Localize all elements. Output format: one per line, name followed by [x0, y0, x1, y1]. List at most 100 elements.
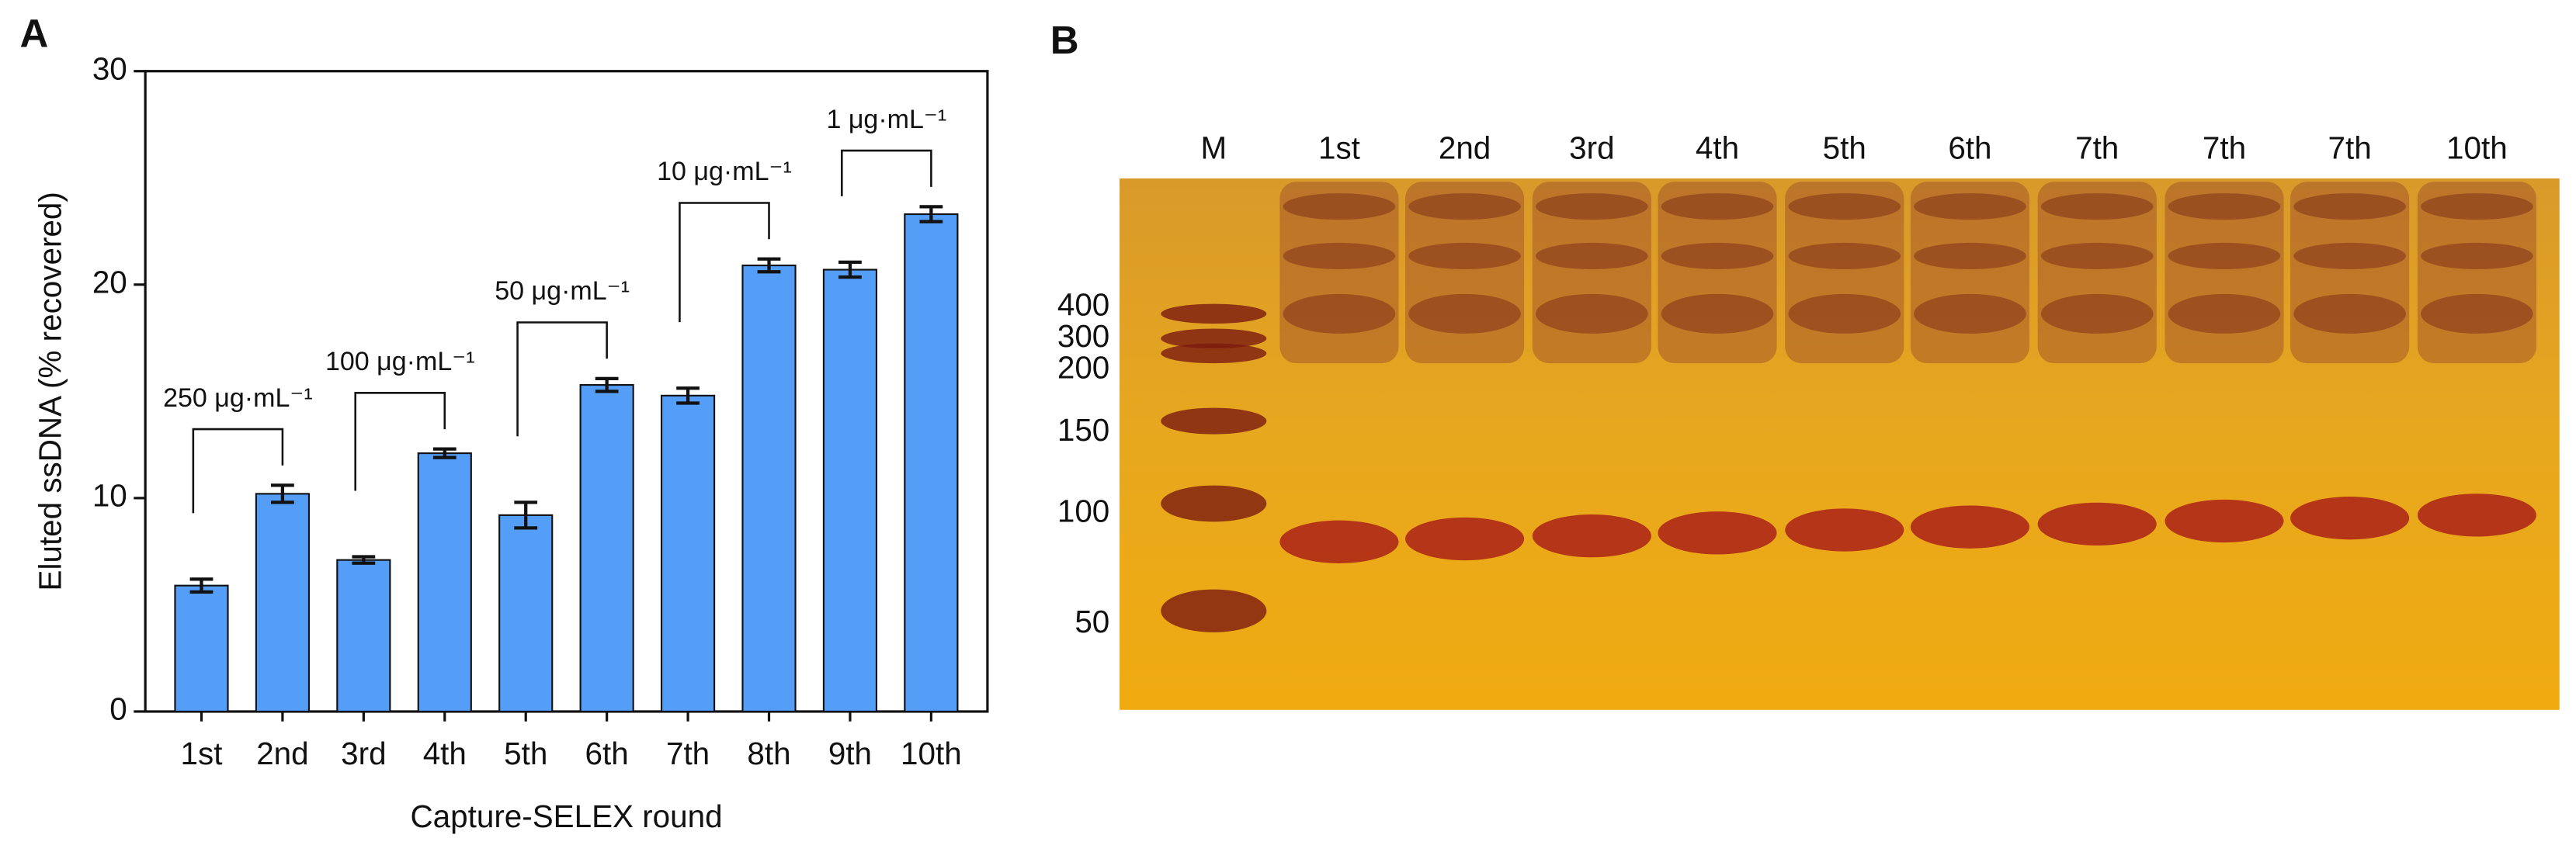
marker-label: 200: [1057, 349, 1109, 385]
bracket: [679, 202, 770, 323]
lane-label: 2nd: [1439, 130, 1491, 165]
y-tick-label: 0: [109, 691, 127, 727]
lane-label: 7th: [2075, 130, 2119, 165]
gel-band: [2421, 193, 2533, 220]
gel-band: [1405, 517, 1525, 561]
bracket: [841, 149, 932, 196]
annotation: 100 μg·mL⁻¹: [325, 347, 475, 376]
bracket: [516, 321, 608, 437]
gel-band: [2293, 242, 2406, 269]
bar: [255, 493, 311, 713]
gel-band: [2040, 293, 2154, 334]
bar: [660, 394, 716, 713]
annotation: 50 μg·mL⁻¹: [495, 276, 630, 306]
annotation: 250 μg·mL⁻¹: [163, 383, 313, 413]
error-bar: [189, 577, 214, 594]
lane-label: M: [1200, 130, 1227, 165]
gel-band: [2421, 293, 2533, 334]
lane-label: 4th: [1696, 130, 1739, 165]
gel-band: [1161, 589, 1267, 632]
gel-band: [1661, 293, 1774, 334]
lane-label: 10th: [2446, 130, 2508, 165]
gel-band: [2293, 193, 2406, 220]
bar: [174, 584, 229, 713]
marker-label: 300: [1057, 318, 1109, 354]
gel-band: [1408, 293, 1521, 334]
gel-band: [2168, 242, 2281, 269]
gel-band: [1283, 293, 1396, 334]
bar: [822, 268, 878, 713]
error-bar: [595, 376, 619, 393]
marker-label: 400: [1057, 287, 1109, 323]
marker-label: 50: [1074, 604, 1109, 639]
gel-band: [2293, 293, 2406, 334]
x-tick-label: 10th: [901, 736, 962, 771]
bracket: [192, 428, 284, 514]
gel-band: [1161, 485, 1267, 522]
gel-band: [1536, 193, 1648, 220]
lane-label: 3rd: [1569, 130, 1614, 165]
error-bar: [838, 260, 862, 279]
gel-band: [1661, 242, 1774, 269]
error-bar: [514, 500, 538, 530]
y-tick-label: 20: [92, 264, 127, 300]
y-tick-label: 30: [92, 50, 127, 86]
gel-band: [1914, 293, 2026, 334]
error-bar: [271, 483, 294, 504]
gel-band: [1161, 407, 1267, 435]
gel-band: [2165, 499, 2284, 543]
gel-band: [1788, 242, 1901, 269]
lane-label: 5th: [1823, 130, 1866, 165]
lane-label: 6th: [1948, 130, 1991, 165]
gel-band: [2417, 494, 2536, 537]
bar: [579, 384, 634, 713]
x-tick-label: 3rd: [341, 736, 386, 771]
gel-band: [2290, 497, 2410, 540]
gel-band: [1161, 328, 1267, 349]
marker-label: 100: [1057, 493, 1109, 528]
gel-band: [1283, 193, 1396, 220]
gel-band: [2040, 242, 2154, 269]
error-bar: [676, 386, 700, 405]
y-axis-label: Eluted ssDNA (% recovered): [33, 192, 68, 591]
error-bar: [432, 447, 457, 459]
gel-band: [1536, 293, 1648, 334]
gel-band: [1788, 293, 1901, 334]
bracket: [354, 392, 446, 491]
lane-label: 7th: [2328, 130, 2372, 165]
gel-band: [1658, 511, 1777, 555]
x-tick-label: 1st: [181, 736, 223, 771]
error-bar: [352, 555, 376, 565]
lane-label: 1st: [1318, 130, 1360, 165]
plot-frame: [144, 70, 989, 713]
x-axis-label: Capture-SELEX round: [411, 798, 723, 834]
x-tick-label: 7th: [666, 736, 710, 771]
gel-band: [1408, 242, 1521, 269]
gel-band: [2421, 242, 2533, 269]
annotation: 1 μg·mL⁻¹: [826, 105, 946, 134]
gel-band: [1161, 343, 1267, 364]
x-tick-label: 9th: [828, 736, 872, 771]
gel-band: [2037, 502, 2157, 545]
gel-band: [1661, 193, 1774, 220]
gel-band: [2040, 193, 2154, 220]
bar: [741, 264, 797, 713]
gel-band: [1161, 303, 1267, 324]
y-tick-label: 10: [92, 478, 127, 514]
lane-label: 7th: [2203, 130, 2246, 165]
error-bar: [919, 205, 943, 223]
error-bar: [757, 257, 781, 274]
annotation: 10 μg·mL⁻¹: [657, 157, 792, 186]
x-tick-label: 6th: [585, 736, 629, 771]
bar: [336, 559, 391, 713]
gel-band: [1532, 514, 1651, 558]
x-tick-label: 4th: [423, 736, 467, 771]
gel-band: [1785, 508, 1904, 552]
gel-band: [1536, 242, 1648, 269]
marker-label: 150: [1057, 412, 1109, 448]
gel-band: [1910, 505, 2029, 549]
bar: [417, 452, 472, 713]
gel-band: [2168, 293, 2281, 334]
gel-band: [1788, 193, 1901, 220]
